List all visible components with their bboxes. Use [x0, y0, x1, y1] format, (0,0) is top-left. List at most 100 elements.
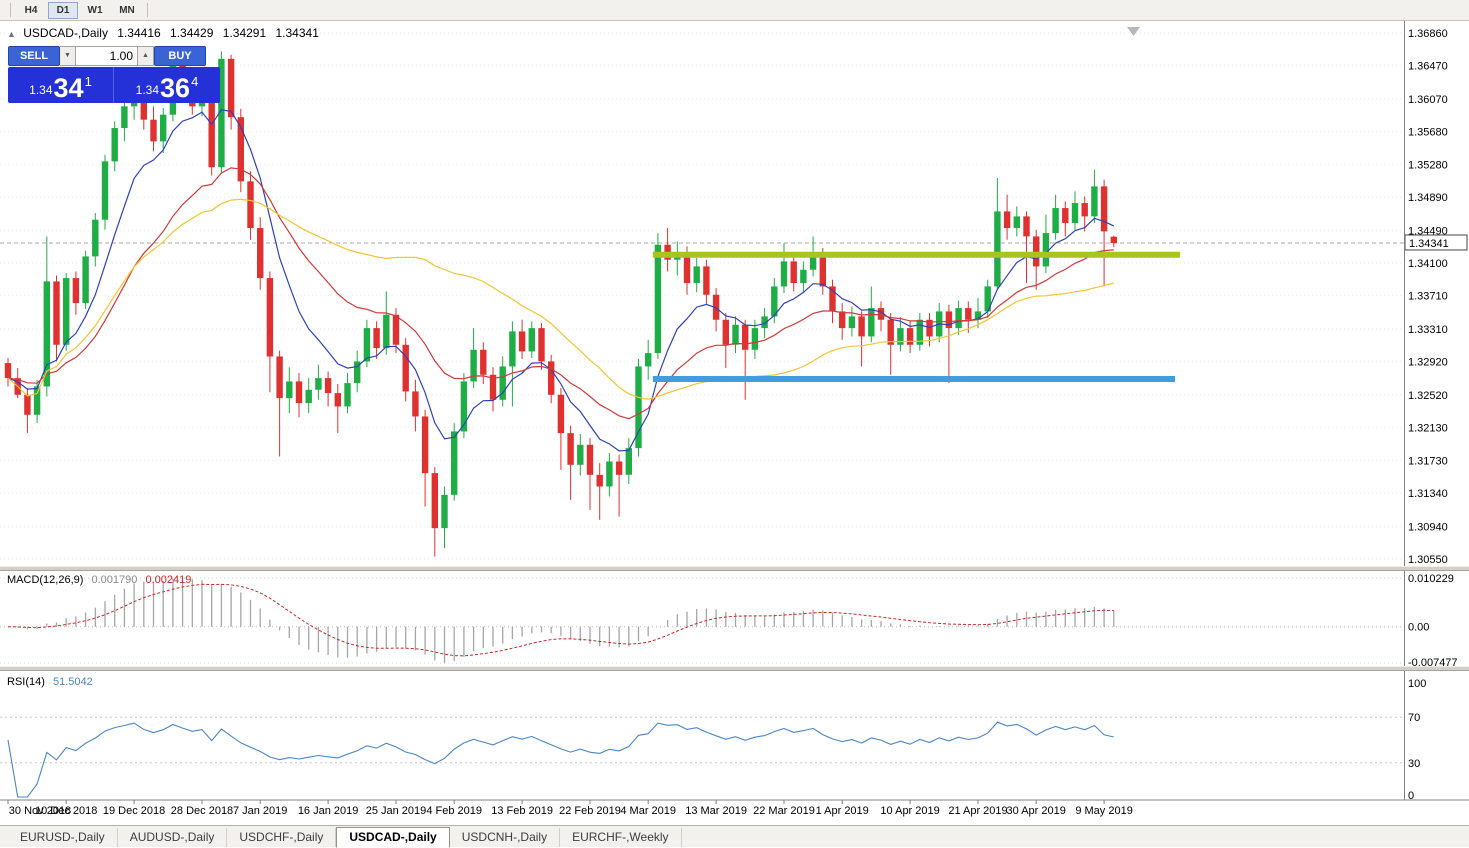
buy-quote[interactable]: 1.34 36 4	[114, 67, 220, 103]
price-axis-label: 1.31730	[1408, 456, 1448, 468]
sell-price-main: 34	[53, 73, 84, 103]
buy-price-pip: 4	[191, 74, 199, 89]
chart-tab-usdchf-daily[interactable]: USDCHF-,Daily	[227, 828, 337, 847]
chart-tab-usdcnh-daily[interactable]: USDCNH-,Daily	[450, 828, 561, 847]
timeframe-button-d1[interactable]: D1	[48, 1, 78, 19]
chart-tabs: EURUSD-,Daily AUDUSD-,Daily USDCHF-,Daily U…	[8, 827, 682, 848]
sell-quote[interactable]: 1.34 34 1	[8, 67, 114, 103]
date-axis-label: 4 Mar 2019	[620, 805, 676, 817]
date-axis-label: 10 Apr 2019	[880, 805, 939, 817]
rsi-value: 51.5042	[52, 676, 93, 688]
price-axis-label: 1.33310	[1408, 324, 1448, 336]
price-axis-label: 1.36470	[1408, 61, 1448, 73]
bar-low-value: 1.34291	[222, 26, 267, 40]
macd-indicator-label: MACD(12,26,9) 0.001790 0.002419	[7, 574, 191, 586]
toolbar-separator	[147, 3, 148, 17]
bar-open-value: 1.34416	[117, 26, 161, 40]
ma-line-40	[7, 198, 1114, 400]
ma-lines	[7, 109, 1115, 452]
ma-line-8	[7, 109, 1115, 452]
buy-price-prefix: 1.34	[135, 83, 160, 97]
price-axis-label: 1.30940	[1408, 521, 1448, 533]
date-axis-label: 28 Dec 2018	[171, 805, 233, 817]
rsi-line	[7, 721, 1114, 798]
volume-increase-icon[interactable]: ▲	[138, 46, 154, 66]
chart-tab-eurusd-daily[interactable]: EURUSD-,Daily	[8, 828, 118, 847]
sell-price-pip: 1	[84, 74, 92, 89]
price-axis-label: 1.32920	[1408, 356, 1448, 368]
date-axis-label: 1 Apr 2019	[816, 805, 869, 817]
one-click-panel-toggle-icon[interactable]: ▲	[7, 29, 16, 39]
macd-signal-line	[7, 583, 1114, 657]
bar-high-value: 1.34429	[170, 26, 214, 40]
timeframe-buttons: H4 D1 W1 MN	[15, 1, 143, 19]
chart-tab-audusd-daily[interactable]: AUDUSD-,Daily	[118, 828, 228, 847]
price-grid	[0, 32, 1404, 560]
rsi-axis-label: 100	[1408, 678, 1426, 690]
ma-line-21	[7, 167, 1114, 420]
bar-close-value: 1.34341	[275, 26, 319, 40]
date-axis-label: 21 Apr 2019	[948, 805, 1007, 817]
date-axis-label: 22 Feb 2019	[559, 805, 621, 817]
chart-tab-eurchf-weekly[interactable]: EURCHF-,Weekly	[560, 828, 682, 847]
candlestick-series	[4, 51, 1117, 557]
date-axis-label: 16 Jan 2019	[298, 805, 359, 817]
date-axis-label: 13 Mar 2019	[685, 805, 747, 817]
rsi-name: RSI(14)	[7, 676, 45, 688]
price-axis-label: 1.35280	[1408, 160, 1448, 172]
rsi-axis-label: 70	[1408, 712, 1420, 724]
timeframe-button-h4[interactable]: H4	[24, 4, 38, 16]
price-axis: 1.36860 1.36470 1.36070 1.35680 1.35280 1.348…	[1408, 28, 1448, 566]
date-axis-label: 22 Mar 2019	[753, 805, 815, 817]
price-axis-label: 1.33710	[1408, 291, 1448, 303]
price-axis-label: 1.36860	[1408, 28, 1448, 40]
date-axis-label: 25 Jan 2019	[366, 805, 427, 817]
price-axis-label: 1.32520	[1408, 390, 1448, 402]
price-axis-label: 1.31340	[1408, 488, 1448, 500]
chart-ohlc-header: ▲ USDCAD-,Daily 1.34416 1.34429 1.34291 …	[7, 26, 325, 40]
buy-price-main: 36	[160, 73, 191, 103]
date-axis-label: 10 Dec 2018	[35, 805, 97, 817]
macd-signal-value: 0.002419	[145, 574, 192, 586]
quote-row: 1.34 34 1 1.34 36 4	[8, 67, 222, 103]
chart-shift-marker-icon	[1127, 27, 1140, 36]
macd-main-value: 0.001790	[91, 574, 138, 586]
panel-separator[interactable]	[0, 566, 1469, 571]
macd-axis-label: 0.00	[1408, 622, 1429, 634]
price-axis-label: 1.36070	[1408, 94, 1448, 106]
rsi-axis-label: 0	[1408, 790, 1414, 802]
toolbar-separator	[10, 3, 11, 17]
macd-axis-label: 0.010229	[1408, 573, 1454, 585]
date-axis-label: 13 Feb 2019	[491, 805, 553, 817]
volume-input[interactable]	[76, 46, 138, 66]
sell-button[interactable]: SELL	[8, 46, 60, 66]
timeframe-button-mn[interactable]: MN	[119, 4, 135, 16]
rsi-axis-label: 30	[1408, 758, 1420, 770]
timeframe-toolbar: H4 D1 W1 MN	[0, 0, 1469, 21]
trade-controls-row: SELL ▼ ▲ BUY	[8, 46, 222, 66]
date-axis-label: 30 Nov 2018	[9, 805, 71, 817]
one-click-trading-panel: SELL ▼ ▲ BUY 1.34 34 1 1.34 36 4	[8, 46, 222, 103]
volume-decrease-icon[interactable]: ▼	[60, 46, 76, 66]
date-axis-label: 7 Jan 2019	[233, 805, 287, 817]
price-axis-label: 1.32130	[1408, 422, 1448, 434]
buy-button[interactable]: BUY	[154, 46, 206, 66]
current-price-badge: 1.34341	[1404, 234, 1468, 251]
price-axis-label: 1.34100	[1408, 258, 1448, 270]
price-axis-label: 1.34890	[1408, 192, 1448, 204]
chart-tab-usdcad-daily[interactable]: USDCAD-,Daily	[336, 827, 450, 848]
sell-price-prefix: 1.34	[29, 83, 53, 97]
rsi-plot: 100 70 30 0	[0, 678, 1426, 802]
price-axis-label: 1.30550	[1408, 554, 1448, 566]
price-axis-label: 1.35680	[1408, 126, 1448, 138]
macd-name: MACD(12,26,9)	[7, 574, 84, 586]
timeframe-button-w1[interactable]: W1	[87, 4, 103, 16]
date-axis-label: 9 May 2019	[1075, 805, 1132, 817]
rsi-indicator-label: RSI(14) 51.5042	[7, 676, 93, 688]
chart-tabs-bar: EURUSD-,Daily AUDUSD-,Daily USDCHF-,Daily U…	[0, 825, 1469, 848]
panel-separator[interactable]	[0, 666, 1469, 671]
